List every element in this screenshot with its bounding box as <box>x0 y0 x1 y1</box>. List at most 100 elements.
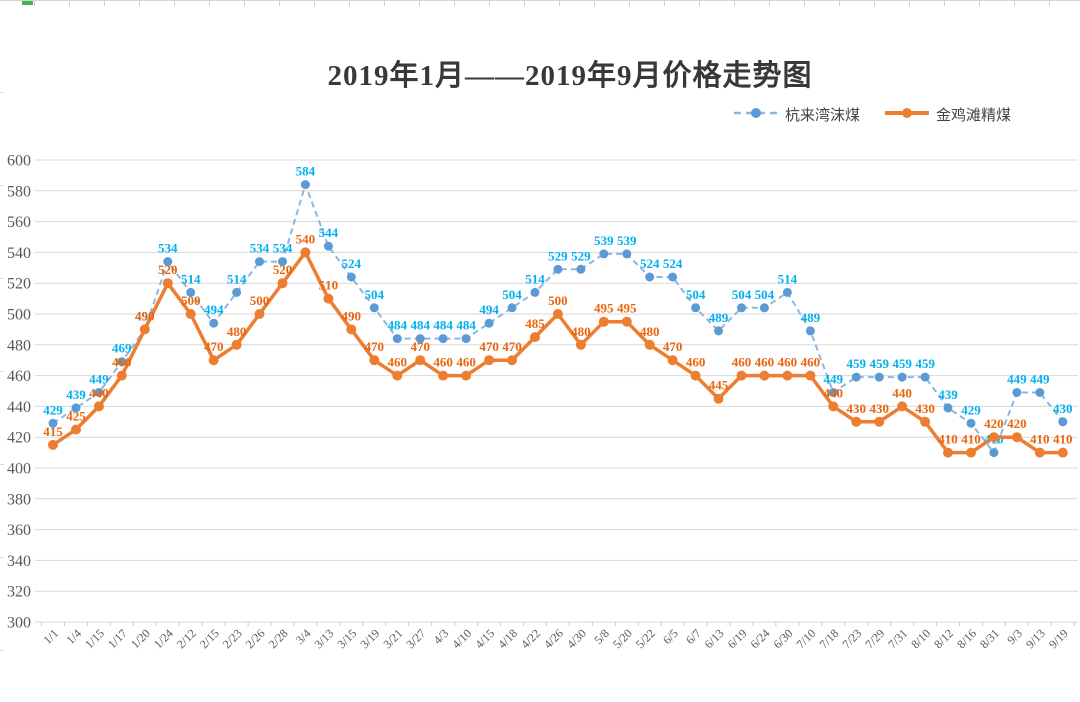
svg-text:460: 460 <box>732 355 752 370</box>
svg-text:5/8: 5/8 <box>591 626 612 647</box>
svg-text:7/23: 7/23 <box>839 626 864 651</box>
svg-text:460: 460 <box>112 355 132 370</box>
svg-text:410: 410 <box>961 432 981 447</box>
svg-text:460: 460 <box>388 355 408 370</box>
svg-text:494: 494 <box>479 302 499 317</box>
svg-text:440: 440 <box>892 385 912 400</box>
svg-text:420: 420 <box>7 430 31 447</box>
svg-text:584: 584 <box>296 164 316 179</box>
svg-text:6/5: 6/5 <box>660 626 681 647</box>
svg-text:460: 460 <box>433 355 453 370</box>
svg-text:7/18: 7/18 <box>816 626 841 651</box>
svg-text:524: 524 <box>342 256 362 271</box>
orange-solid-series-marker-icon <box>884 106 930 124</box>
svg-text:540: 540 <box>296 231 316 246</box>
svg-text:440: 440 <box>89 385 109 400</box>
svg-text:485: 485 <box>525 316 545 331</box>
svg-text:510: 510 <box>319 278 339 293</box>
svg-text:4/26: 4/26 <box>541 626 566 651</box>
svg-text:489: 489 <box>709 310 729 325</box>
svg-text:3/27: 3/27 <box>403 626 428 651</box>
svg-text:460: 460 <box>778 355 798 370</box>
svg-text:514: 514 <box>778 271 798 286</box>
svg-text:490: 490 <box>342 308 362 323</box>
svg-text:449: 449 <box>89 372 109 387</box>
svg-text:1/15: 1/15 <box>82 626 107 651</box>
svg-text:6/13: 6/13 <box>702 626 727 651</box>
series-2-points <box>48 247 1068 458</box>
svg-text:410: 410 <box>1053 432 1073 447</box>
gridlines <box>35 159 1078 626</box>
svg-text:504: 504 <box>755 287 775 302</box>
svg-text:420: 420 <box>984 416 1004 431</box>
svg-text:430: 430 <box>847 401 867 416</box>
svg-text:495: 495 <box>594 301 614 316</box>
left-gridline-ruler <box>0 0 4 702</box>
svg-text:440: 440 <box>824 385 844 400</box>
svg-text:480: 480 <box>571 324 591 339</box>
svg-text:3/15: 3/15 <box>334 626 359 651</box>
svg-text:524: 524 <box>640 256 660 271</box>
svg-text:9/13: 9/13 <box>1023 626 1048 651</box>
legend-label-series-2: 金鸡滩精煤 <box>936 108 1012 124</box>
svg-text:1/17: 1/17 <box>105 626 130 651</box>
svg-text:300: 300 <box>7 615 31 632</box>
green-cell-marker <box>22 1 33 5</box>
svg-text:439: 439 <box>66 387 86 402</box>
svg-text:504: 504 <box>365 287 385 302</box>
svg-text:9/19: 9/19 <box>1046 626 1071 651</box>
svg-text:360: 360 <box>7 522 31 539</box>
svg-text:540: 540 <box>7 245 31 262</box>
svg-text:524: 524 <box>663 256 683 271</box>
svg-text:7/29: 7/29 <box>862 626 887 651</box>
svg-text:534: 534 <box>273 241 293 256</box>
svg-text:8/12: 8/12 <box>931 626 956 651</box>
svg-text:484: 484 <box>433 318 453 333</box>
svg-text:459: 459 <box>847 356 867 371</box>
series-2-data-labels: 4154254404604905205004704805005205405104… <box>43 231 1072 446</box>
svg-text:449: 449 <box>1007 372 1027 387</box>
svg-text:5/22: 5/22 <box>633 626 658 651</box>
svg-text:529: 529 <box>548 248 568 263</box>
svg-text:1/20: 1/20 <box>128 626 153 651</box>
svg-text:539: 539 <box>594 233 614 248</box>
svg-text:4/10: 4/10 <box>449 626 474 651</box>
svg-text:4/22: 4/22 <box>518 626 543 651</box>
svg-text:539: 539 <box>617 233 637 248</box>
svg-text:7/10: 7/10 <box>794 626 819 651</box>
svg-text:500: 500 <box>548 293 568 308</box>
svg-text:449: 449 <box>824 372 844 387</box>
svg-text:410: 410 <box>938 432 958 447</box>
svg-text:6/7: 6/7 <box>683 626 704 647</box>
svg-text:514: 514 <box>227 271 247 286</box>
svg-text:1/24: 1/24 <box>151 626 176 651</box>
svg-text:500: 500 <box>250 293 270 308</box>
svg-text:3/19: 3/19 <box>357 626 382 651</box>
svg-text:3/13: 3/13 <box>312 626 337 651</box>
svg-text:2/23: 2/23 <box>220 626 245 651</box>
svg-text:520: 520 <box>158 262 178 277</box>
svg-text:459: 459 <box>915 356 935 371</box>
svg-text:480: 480 <box>7 337 31 354</box>
svg-text:8/16: 8/16 <box>954 626 979 651</box>
svg-text:439: 439 <box>938 387 958 402</box>
svg-text:489: 489 <box>801 310 821 325</box>
svg-text:320: 320 <box>7 584 31 601</box>
svg-text:600: 600 <box>7 153 31 170</box>
svg-text:460: 460 <box>801 355 821 370</box>
svg-text:504: 504 <box>732 287 752 302</box>
svg-text:2/26: 2/26 <box>243 626 268 651</box>
svg-text:400: 400 <box>7 461 31 478</box>
top-gridline-ruler <box>0 0 1080 6</box>
svg-text:445: 445 <box>709 378 729 393</box>
svg-text:460: 460 <box>7 368 31 385</box>
chart-title: 2019年1月——2019年9月价格走势图 <box>327 60 813 92</box>
svg-text:484: 484 <box>388 318 408 333</box>
svg-text:2/15: 2/15 <box>197 626 222 651</box>
svg-text:470: 470 <box>365 339 385 354</box>
svg-text:1/1: 1/1 <box>40 626 61 647</box>
svg-text:5/20: 5/20 <box>610 626 635 651</box>
svg-text:430: 430 <box>1053 401 1073 416</box>
